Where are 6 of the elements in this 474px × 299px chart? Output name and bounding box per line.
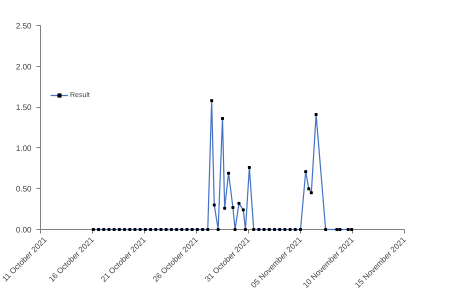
y-tick-label: 0.00	[16, 226, 32, 234]
y-tick-label: 2.50	[16, 22, 32, 30]
y-tick-label: 1.00	[16, 144, 32, 153]
y-tick-label: 1.50	[16, 103, 32, 112]
y-tick-label: 0.50	[16, 184, 32, 194]
y-tick-label: 2.00	[16, 62, 32, 72]
